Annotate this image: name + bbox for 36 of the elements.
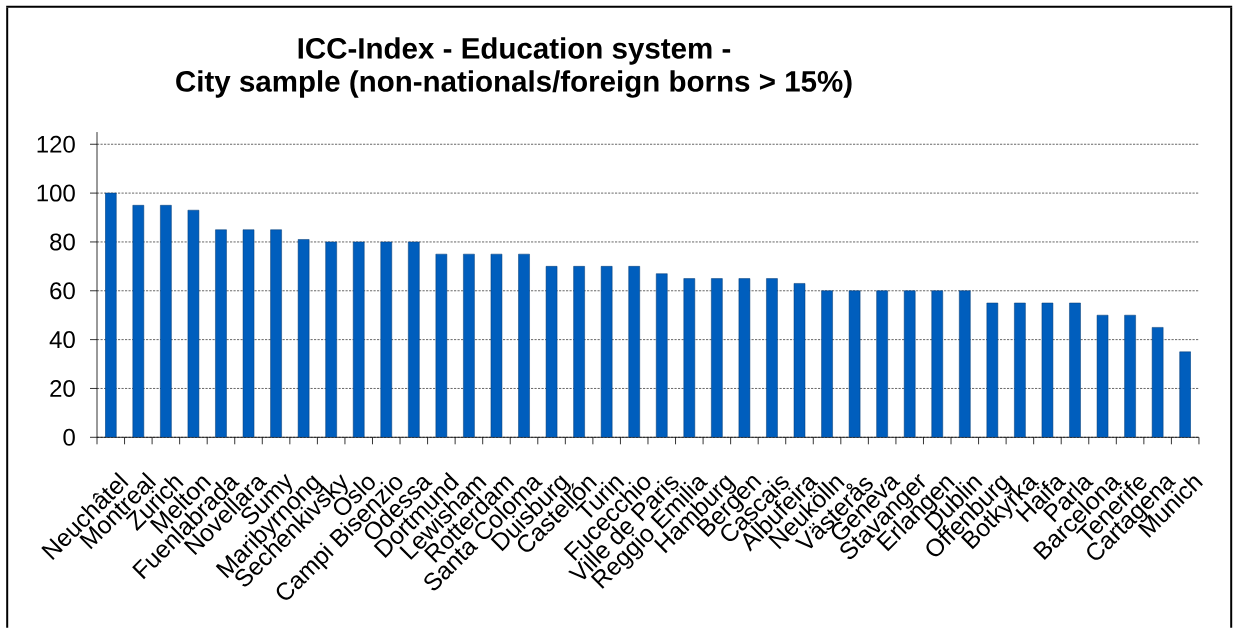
bar <box>821 290 833 438</box>
y-tick-label: 20 <box>50 379 75 397</box>
bar <box>1069 302 1081 438</box>
bar <box>931 290 943 438</box>
bar <box>132 205 145 438</box>
bar <box>573 266 585 438</box>
bar <box>160 205 172 438</box>
y-tick-label: 120 <box>37 135 75 153</box>
bar <box>683 278 696 438</box>
bar <box>1124 314 1136 438</box>
y-tick-label: 100 <box>37 184 75 202</box>
chart-title: ICC-Index - Education system - City sample (non-nationals/foreign borns > 15%) <box>176 37 852 98</box>
bar <box>656 273 668 438</box>
bar <box>711 278 723 438</box>
bar <box>628 266 640 438</box>
bar <box>463 253 475 438</box>
bar <box>215 229 227 438</box>
bar <box>903 290 916 438</box>
y-tick-label: 40 <box>49 331 75 349</box>
bar <box>105 192 117 438</box>
bar <box>1014 302 1026 438</box>
bar <box>876 290 888 438</box>
y-tick-label: 0 <box>63 428 75 446</box>
bar <box>1179 351 1191 438</box>
y-tick-label: 80 <box>50 233 75 251</box>
bar <box>600 266 613 438</box>
bar <box>270 229 282 438</box>
bar <box>408 241 420 438</box>
bar <box>766 278 778 438</box>
y-tick-label: 60 <box>50 282 75 300</box>
bar <box>352 241 365 438</box>
bar <box>986 302 999 438</box>
bar <box>959 290 971 438</box>
bar <box>518 253 530 438</box>
bar <box>325 241 337 438</box>
bar <box>380 241 393 438</box>
